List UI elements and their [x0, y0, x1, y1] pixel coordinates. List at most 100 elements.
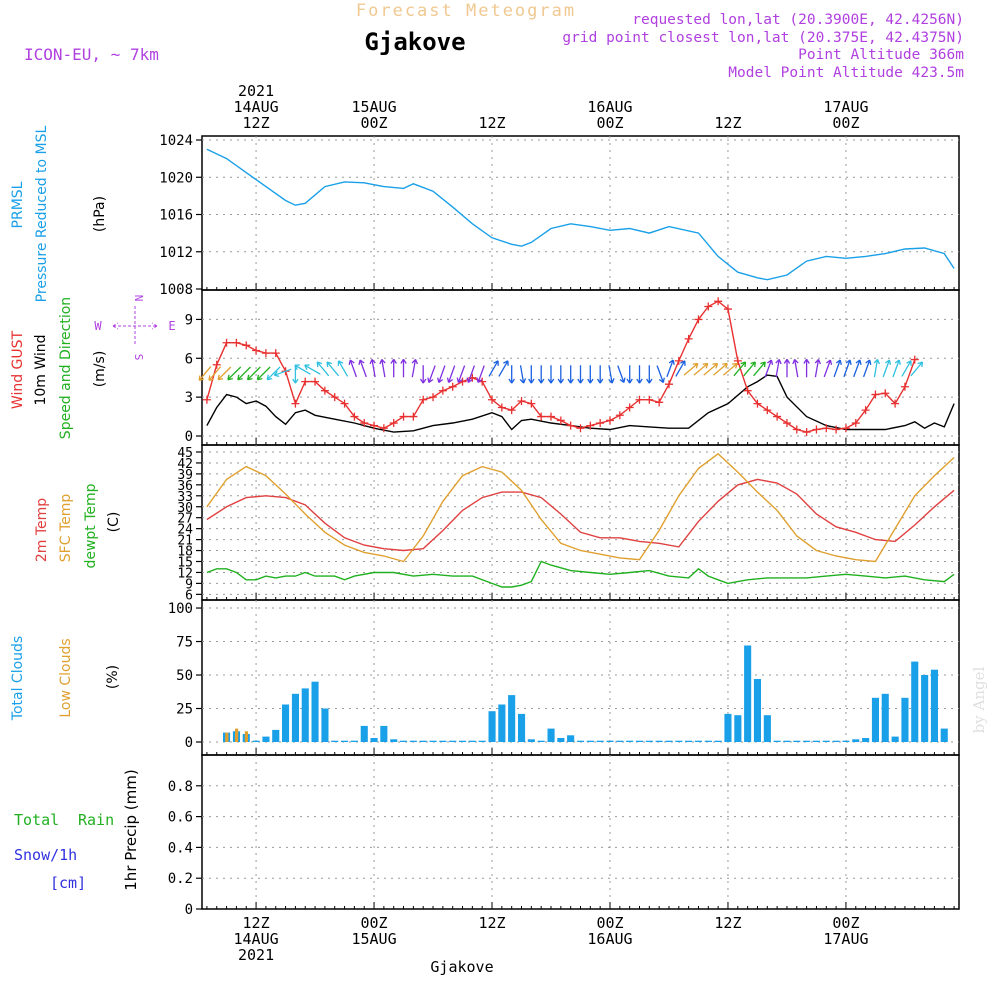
total_clouds-bar: [449, 740, 457, 742]
total_clouds-bar: [665, 740, 673, 742]
total_clouds-bar: [419, 740, 427, 742]
wind-direction-arrow: [596, 365, 604, 384]
total_clouds-bar: [852, 739, 860, 742]
wind-direction-arrow: [348, 359, 358, 378]
time-label-top: 16AUG: [587, 98, 632, 116]
wind-direction-arrow: [519, 365, 527, 384]
time-label-top: 2021: [238, 82, 274, 100]
total_clouds-bar: [586, 740, 594, 742]
total-clouds-label: Total Clouds: [10, 636, 26, 721]
total_clouds-bar: [921, 675, 929, 742]
total_clouds-bar: [341, 740, 349, 742]
wind-direction-arrow: [646, 365, 653, 384]
wind-direction-arrow: [246, 366, 261, 381]
total_clouds-bar: [763, 715, 771, 742]
wind-direction-arrow: [498, 360, 509, 377]
y-tick-label: 1020: [159, 170, 193, 186]
dewpt-label: dewpt Temp: [83, 483, 99, 568]
total_clouds-bar: [409, 740, 417, 742]
y-tick-label: 18: [177, 545, 193, 560]
gust-point: [419, 395, 428, 404]
gust-point: [547, 412, 556, 421]
gust-point: [841, 424, 850, 433]
gust-point: [222, 338, 231, 347]
gust-point: [370, 421, 379, 430]
wind-direction-arrow: [666, 359, 675, 378]
gust-point: [910, 355, 919, 364]
wind-direction-arrow: [567, 365, 574, 384]
temp2m-line: [206, 478, 955, 552]
snow-label: Snow/1h: [14, 846, 77, 864]
wind-direction-arrow: [608, 365, 615, 384]
y-tick-label: 1008: [159, 282, 193, 298]
wind-direction-arrow: [910, 361, 924, 377]
y-tick-label: 45: [177, 446, 193, 461]
gust-point: [891, 399, 900, 408]
total_clouds-bar: [390, 739, 398, 742]
wind-direction-arrow: [775, 358, 782, 378]
compass-s: S: [132, 354, 145, 361]
gust-point: [684, 334, 693, 343]
y-tick-label: 27: [177, 512, 193, 527]
time-label-bottom: 00Z: [360, 914, 387, 932]
gust-point: [291, 399, 300, 408]
wind-direction-arrow: [379, 358, 386, 378]
gust-point: [763, 406, 772, 415]
total_clouds-bar: [724, 713, 732, 742]
total_clouds-bar: [429, 740, 437, 742]
total_clouds-bar: [940, 728, 948, 742]
total_clouds-bar: [626, 740, 634, 742]
total_clouds-bar: [616, 740, 624, 742]
total_clouds-bar: [537, 740, 545, 742]
wind-direction-label: Speed and Direction: [58, 297, 74, 439]
time-label-bottom: 00Z: [596, 914, 623, 932]
total_clouds-bar: [321, 708, 329, 742]
wind-direction-arrow: [783, 358, 791, 378]
y-tick-label: 0: [185, 429, 193, 445]
time-label-bottom: 17AUG: [823, 930, 868, 948]
y-tick-label: 6: [185, 588, 193, 603]
total_clouds-bar: [871, 697, 879, 742]
gust-point: [360, 419, 369, 428]
gust-point: [733, 356, 742, 365]
wind-direction-arrow: [273, 368, 292, 378]
total_clouds-bar: [262, 736, 270, 742]
gust-point: [851, 419, 860, 428]
time-label-bottom: 12Z: [714, 914, 741, 932]
time-label-top: 12Z: [243, 114, 270, 132]
wind-direction-arrow: [337, 360, 349, 377]
wind-direction-arrow: [792, 358, 799, 378]
gust-point: [320, 386, 329, 395]
total_clouds-bar: [714, 740, 722, 742]
gust-point: [881, 389, 890, 398]
y-tick-label: 12: [177, 566, 193, 581]
gust-point: [448, 382, 457, 391]
location-title: Gjakove: [364, 28, 465, 56]
y-tick-label: 6: [185, 351, 193, 367]
y-tick-label: 3: [185, 390, 193, 406]
total_clouds-bar: [793, 740, 801, 742]
wind-direction-arrow: [873, 358, 881, 378]
gust-point: [664, 380, 673, 389]
wind-direction-arrow: [508, 365, 515, 384]
gust-point: [704, 302, 713, 311]
total_clouds-bar: [783, 740, 791, 742]
total_clouds-bar: [911, 661, 919, 742]
pressure-unit: (hPa): [92, 196, 108, 232]
wind-direction-arrow: [437, 365, 446, 384]
y-tick-label: 39: [177, 468, 193, 483]
gust-point: [409, 412, 418, 421]
total_clouds-bar: [557, 738, 565, 742]
gust-point: [488, 395, 497, 404]
wind-direction-arrow: [722, 362, 738, 376]
gust-point: [350, 412, 359, 421]
gust-point: [871, 390, 880, 399]
wind-direction-arrow: [626, 365, 633, 384]
wind-direction-arrow: [833, 359, 842, 378]
wind-direction-arrow: [703, 362, 719, 376]
gust-point: [399, 412, 408, 421]
total_clouds-bar: [291, 693, 299, 742]
wind-direction-arrow: [294, 364, 311, 375]
total_clouds-bar: [744, 645, 752, 742]
wind-direction-arrow: [358, 359, 367, 378]
